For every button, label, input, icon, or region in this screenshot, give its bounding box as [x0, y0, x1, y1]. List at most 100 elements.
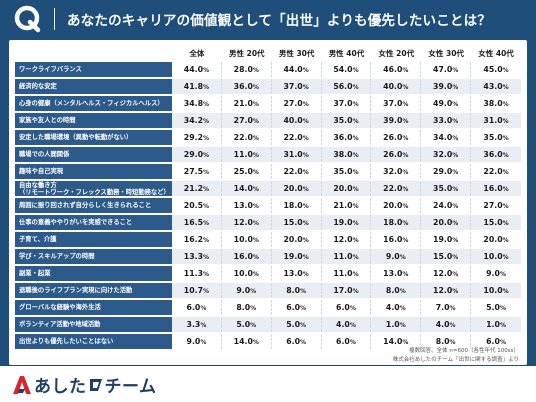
value-unit: % — [452, 237, 459, 244]
value-unit: % — [203, 271, 210, 278]
value-unit: % — [352, 169, 359, 176]
value-unit: % — [502, 254, 509, 261]
value-unit: % — [399, 322, 406, 329]
value-cell: 13.0% — [371, 266, 422, 281]
value-unit: % — [502, 101, 509, 108]
value-unit: % — [502, 135, 509, 142]
value-number: 20.0 — [433, 218, 453, 227]
value-cell: 14.0% — [371, 334, 422, 349]
value-unit: % — [402, 135, 409, 142]
value-cell: 43.0% — [471, 79, 521, 94]
value-number: 29.0 — [183, 150, 204, 159]
value-number: 27.0 — [483, 201, 503, 210]
value-cell: 18.0% — [371, 215, 422, 230]
value-unit: % — [502, 118, 509, 125]
value-number: 43.0 — [483, 82, 503, 91]
value-unit: % — [302, 152, 309, 159]
value-unit: % — [399, 288, 406, 295]
value-number: 18.0 — [283, 201, 303, 210]
row-label-text: 経済的な安定 — [19, 83, 57, 90]
value-cell: 6.0% — [471, 334, 521, 349]
value-cell: 8.0% — [221, 300, 272, 315]
value-cell: 34.8% — [172, 96, 222, 111]
value-unit: % — [352, 203, 359, 210]
value-number: 5.0 — [486, 303, 500, 312]
value-number: 16.0 — [383, 235, 403, 244]
value-number: 20.0 — [383, 201, 403, 210]
value-cell: 12.0% — [421, 266, 472, 281]
row-label-text: 職場での人間関係 — [19, 151, 70, 158]
value-cell: 14.0% — [221, 181, 272, 196]
table-row: ワークライフバランス 44.0% 28.0% 44.0% 54.0% 46.0% 47.0%… — [15, 62, 521, 77]
value-cell: 34.2% — [172, 113, 222, 128]
value-unit: % — [452, 220, 459, 227]
value-unit: % — [502, 186, 509, 193]
value-cell: 49.0% — [421, 96, 472, 111]
value-cell: 6.0% — [321, 300, 372, 315]
value-unit: % — [402, 118, 409, 125]
value-cell: 34.0% — [421, 130, 472, 145]
value-number: 35.0 — [333, 116, 353, 125]
value-cell: 31.0% — [271, 147, 322, 162]
value-cell: 29.2% — [172, 130, 222, 145]
value-number: 36.0 — [333, 133, 353, 142]
value-unit: % — [302, 203, 309, 210]
results-table: 全体 男性 20代 男性 30代 男性 40代 女性 20代 女性 30代 女性… — [15, 44, 521, 351]
value-number: 37.0 — [383, 99, 403, 108]
row-label: グローバルな経験や海外生活 — [15, 300, 173, 315]
value-unit: % — [203, 288, 210, 295]
value-cell: 8.0% — [371, 283, 422, 298]
value-unit: % — [302, 169, 309, 176]
results-card: 全体 男性 20代 男性 30代 男性 40代 女性 20代 女性 30代 女性… — [9, 40, 527, 365]
value-cell: 6.0% — [321, 334, 372, 349]
value-unit: % — [502, 220, 509, 227]
value-number: 16.0 — [233, 252, 253, 261]
value-unit: % — [502, 203, 509, 210]
value-cell: 22.0% — [271, 164, 322, 179]
value-cell: 33.0% — [421, 113, 472, 128]
value-cell: 32.0% — [371, 164, 422, 179]
value-cell: 27.0% — [271, 96, 322, 111]
value-cell: 35.0% — [471, 130, 521, 145]
value-number: 22.0 — [383, 184, 403, 193]
table-row: グローバルな経験や海外生活 6.0% 8.0% 6.0% 6.0% 4.0% 7.0% 5.0… — [15, 300, 521, 315]
table-row: 仕事の意義ややりがいを実感できること 16.5% 12.0% 15.0% 19.0% 18… — [15, 215, 521, 230]
column-header: 男性 20代 — [221, 46, 272, 60]
value-cell: 40.0% — [371, 79, 422, 94]
value-number: 18.0 — [383, 218, 403, 227]
value-cell: 13.3% — [172, 249, 222, 264]
value-cell: 11.0% — [221, 147, 272, 162]
value-number: 6.0 — [286, 337, 301, 346]
value-number: 49.0 — [433, 99, 453, 108]
value-cell: 5.0% — [271, 317, 322, 332]
value-unit: % — [352, 288, 359, 295]
value-number: 27.0 — [233, 116, 253, 125]
source-note: 株式会社あしたのチーム「出世に関する調査」より — [392, 357, 519, 363]
table-row: 出世よりも優先したいことはない 9.0% 14.0% 6.0% 6.0% 14.0% 8.0… — [15, 334, 521, 349]
row-label: 家族や友人との時間 — [15, 113, 173, 128]
value-cell: 13.0% — [271, 266, 322, 281]
value-unit: % — [200, 339, 207, 346]
value-cell: 10.0% — [221, 232, 272, 247]
value-number: 26.0 — [383, 150, 403, 159]
value-number: 13.0 — [283, 269, 303, 278]
value-cell: 26.0% — [371, 147, 422, 162]
value-cell: 5.0% — [221, 317, 272, 332]
column-header: 男性 40代 — [321, 46, 372, 60]
table-row: 自由な働き方 （リモートワーク・フレックス勤務・時短勤務など） 21.2% 14.0%… — [15, 181, 521, 196]
value-unit: % — [352, 254, 359, 261]
value-cell: 6.0% — [172, 300, 222, 315]
column-header: 全体 — [172, 46, 222, 60]
row-label: 心身の健康（メンタルヘルス・フィジカルヘルス） — [15, 96, 173, 111]
value-number: 22.0 — [283, 133, 303, 142]
value-cell: 47.0% — [421, 62, 472, 77]
value-cell: 8.0% — [271, 283, 322, 298]
value-cell: 16.0% — [221, 249, 272, 264]
value-unit: % — [352, 237, 359, 244]
value-cell: 16.0% — [471, 181, 521, 196]
row-label-text: 学び・スキルアップの時間 — [19, 253, 95, 260]
value-number: 47.0 — [433, 65, 453, 74]
row-label: 仕事の意義ややりがいを実感できること — [15, 215, 173, 230]
value-number: 8.0 — [435, 337, 450, 346]
value-unit: % — [250, 322, 257, 329]
